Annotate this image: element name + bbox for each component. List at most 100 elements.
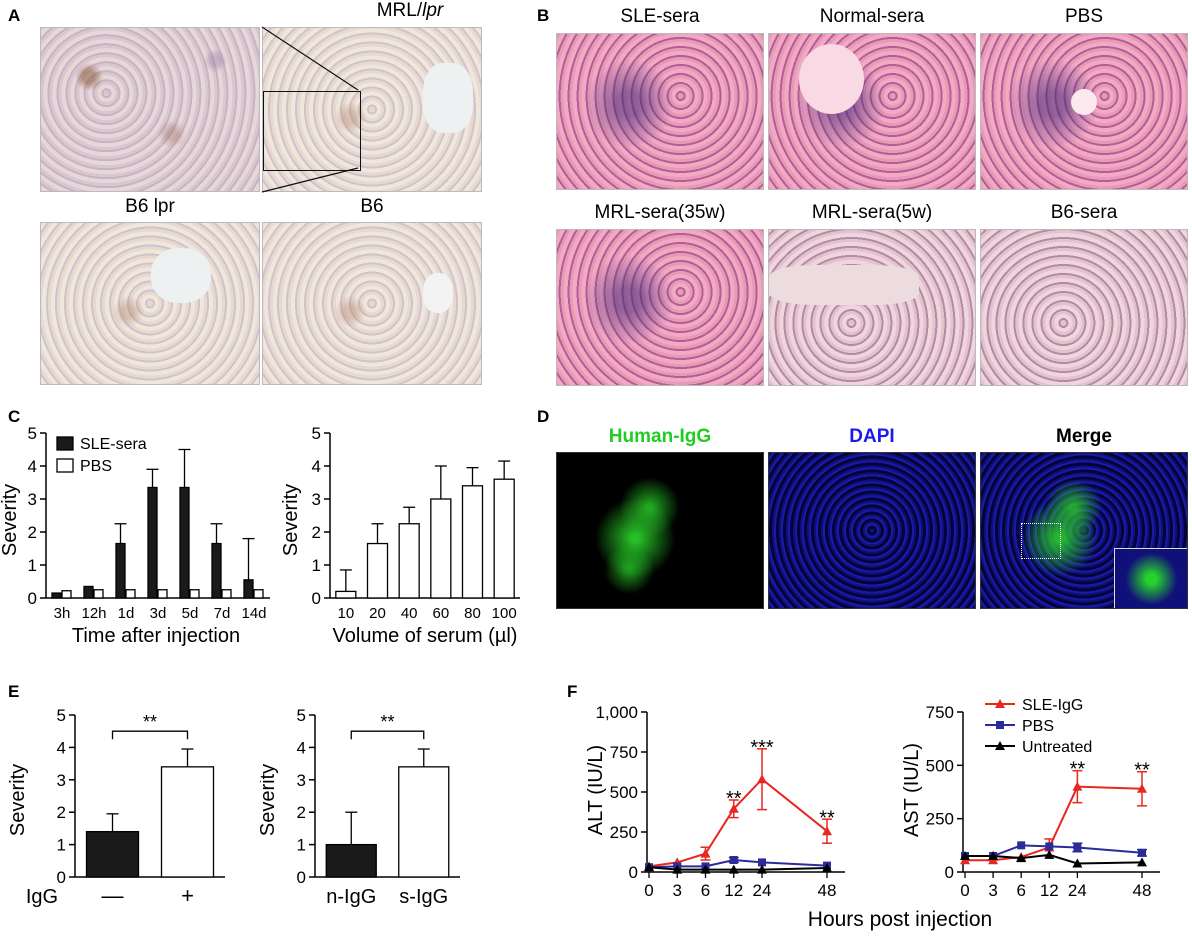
data-point [1072,858,1083,868]
data-point [1138,848,1146,857]
y-tick-label: 0 [57,868,66,887]
data-point [1137,783,1147,793]
y-tick-label: 1 [297,836,306,855]
panel-label-c: C [8,407,21,426]
significance-label: ** [819,807,835,829]
fluorescence-dapi [768,452,976,609]
x-tick-label: 40 [401,605,418,622]
panel-label-d: D [537,407,550,426]
x-tick-label: — [102,883,124,908]
y-tick-label: 3 [57,771,66,790]
data-point [728,803,739,813]
legend-label: PBS [1022,718,1054,735]
data-point [728,864,739,874]
data-point [960,851,970,860]
x-tick-label: 20 [369,605,386,622]
bar [335,590,357,599]
legend-marker [995,699,1005,708]
y-tick-label: 2 [297,803,306,822]
bar [243,579,254,599]
panel-label-b: B [537,6,550,25]
micrograph-mrl-lpr [262,27,482,192]
y-tick-label: 2 [312,523,321,542]
significance-label: *** [750,737,774,759]
panel-b-title-pbs: PBS [1064,6,1104,27]
data-point [1016,853,1027,863]
micrograph-sle-sera [556,33,764,190]
panel-d-title-merge: Merge [1056,426,1112,447]
legend-label: PBS [80,458,112,475]
x-tick-label: 0 [644,881,653,900]
y-tick-label: 3 [297,771,306,790]
panel-label-f: F [567,682,578,701]
vessel-lumen [1071,89,1097,115]
x-category-prefix: IgG [26,886,58,908]
bar [461,485,484,599]
y-tick-label: 500 [610,783,638,802]
bar [147,486,158,599]
chart-e-igg: 0 1 2 3 4 5 Severity — + IgG ** [7,706,225,908]
x-tick-label: 10 [337,605,354,622]
y-tick-label: 0 [28,589,37,608]
bar [83,585,94,599]
significance-label: ** [1134,760,1150,782]
micrograph-mrl-lpr-zoom [40,27,260,192]
legend-swatch [56,458,74,473]
panel-b-title-normal: Normal-sera [819,6,925,27]
series-line [648,858,828,869]
significance-bracket [350,730,425,740]
y-tick-label: 0 [629,863,638,882]
bar [366,542,389,599]
data-point [1017,841,1026,850]
bar [160,766,215,878]
data-point [988,851,999,860]
bar [398,766,450,878]
panel-d-title-igg: Human-IgG [608,426,712,447]
bar [125,589,136,599]
x-tick-label: 0 [960,881,969,900]
bar [93,589,104,599]
x-tick-label: n-IgG [326,886,376,908]
x-tick-label: s-IgG [399,886,448,908]
x-tick-label: 60 [432,605,449,622]
y-tick-label: 4 [57,738,66,757]
significance-label: ** [380,712,394,732]
series-line [648,777,828,868]
data-point [729,856,738,864]
bar [253,589,264,599]
series-line [965,785,1143,862]
micrograph-mrl-sera-5w [768,229,976,386]
x-tick-label: 24 [1068,881,1087,900]
zoom-box [263,91,361,171]
panel-a-title-mrl: MRL/lpr [376,0,444,21]
chart-e-nigg-sigg: 0 1 2 3 4 5 Severity n-IgG s-IgG ** [260,706,460,908]
bar [179,486,190,599]
y-tick-label: 750 [610,743,638,762]
micrograph-mrl-sera-35w [556,229,764,386]
y-tick-label: 500 [926,756,954,775]
y-tick-label: 1 [312,556,321,575]
y-axis-label: Severity [260,764,279,836]
x-tick-label: 3 [673,881,682,900]
x-tick-label: 12 [724,881,743,900]
y-tick-label: 0 [945,863,954,882]
data-point [757,774,768,784]
data-point [822,826,832,836]
significance-label: ** [726,788,742,810]
bar [211,542,222,599]
y-tick-label: 5 [312,424,321,443]
zoom-box [1021,523,1061,559]
y-tick-label: 0 [312,589,321,608]
bar [325,843,377,878]
x-tick-label: 6 [701,881,710,900]
bar [157,589,168,599]
x-tick-label: 3d [150,605,167,622]
vessel-lumen [423,63,473,133]
bar [61,590,72,599]
data-point [1073,843,1082,852]
bar [221,589,232,599]
panel-b-title-mrl5: MRL-sera(5w) [811,202,933,223]
x-tick-label: 5d [182,605,199,622]
